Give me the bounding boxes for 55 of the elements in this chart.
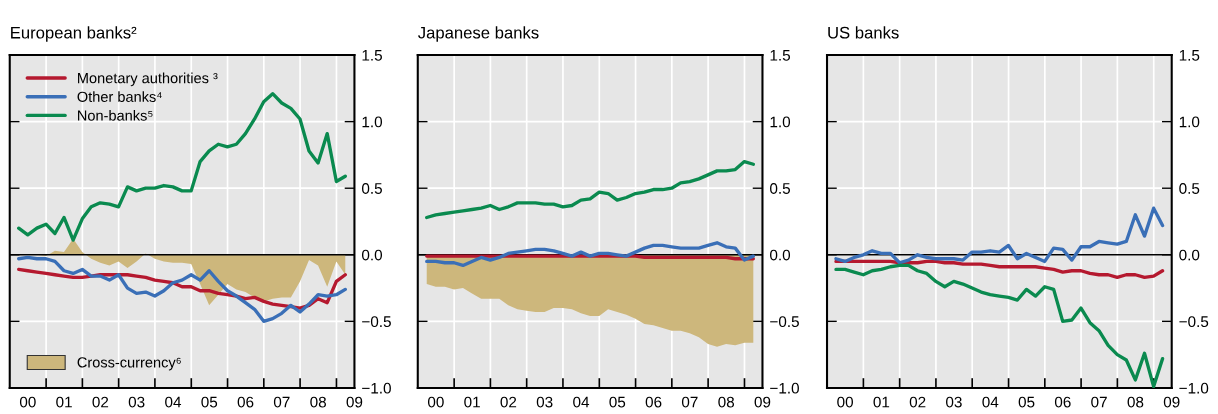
x-tick-label: 03 (946, 396, 962, 408)
x-tick-label: 04 (982, 396, 999, 408)
x-tick-label: 01 (464, 396, 480, 408)
chart-title: US banks (828, 26, 899, 39)
y-tick-label: −0.5 (770, 316, 799, 328)
y-tick-label: 0.0 (770, 249, 791, 261)
y-tick-label: −1.0 (770, 382, 799, 394)
x-tick-label: 02 (500, 396, 517, 408)
y-tick-label: 0.5 (1179, 183, 1200, 194)
x-tick-label: 07 (273, 396, 290, 408)
x-tick-label: 08 (310, 396, 326, 408)
x-tick-label: 09 (1163, 396, 1180, 408)
y-tick-label: −1.0 (362, 382, 391, 394)
x-tick-label: 03 (128, 396, 145, 408)
y-tick-label: 1.5 (362, 50, 382, 61)
x-tick-label: 01 (56, 396, 72, 408)
y-tick-label: −0.5 (1179, 316, 1209, 328)
x-tick-label: 06 (1054, 396, 1071, 408)
y-tick-label: 1.5 (1179, 50, 1200, 61)
legend-label: Monetary authorities ³ (78, 72, 218, 87)
x-tick-label: 04 (165, 396, 182, 408)
y-tick-label: 0.0 (361, 249, 383, 261)
x-tick-label: 01 (873, 396, 890, 408)
y-tick-label: 0.5 (361, 183, 382, 194)
y-tick-label: 1.0 (362, 116, 383, 128)
x-tick-label: 06 (645, 396, 662, 408)
x-tick-label: 03 (536, 396, 553, 408)
x-tick-label: 05 (1018, 396, 1035, 408)
x-tick-label: 00 (19, 396, 36, 408)
y-tick-label: −1.0 (1179, 382, 1209, 394)
y-tick-label: 1.0 (1179, 116, 1200, 128)
legend-label: Cross-currency⁶ (77, 357, 181, 371)
legend-label: Other banks⁴ (77, 91, 162, 102)
x-tick-label: 09 (754, 396, 771, 408)
x-tick-label: 08 (1127, 396, 1144, 408)
chart-title: European banks² (11, 26, 137, 42)
x-tick-label: 08 (718, 396, 735, 408)
x-tick-label: 02 (92, 396, 109, 408)
x-tick-label: 04 (573, 396, 590, 408)
x-tick-label: 02 (909, 396, 926, 408)
y-tick-label: 1.0 (770, 116, 791, 128)
y-tick-label: 0.5 (770, 183, 791, 194)
y-tick-label: −0.5 (362, 316, 391, 328)
x-tick-label: 06 (237, 396, 254, 408)
x-tick-label: 07 (681, 396, 698, 408)
x-tick-label: 00 (837, 396, 854, 408)
x-tick-label: 09 (346, 396, 363, 408)
x-tick-label: 05 (201, 396, 218, 408)
x-tick-label: 00 (427, 396, 444, 408)
chart-title: Japanese banks (418, 26, 539, 42)
x-tick-label: 05 (609, 396, 626, 408)
y-tick-label: 1.5 (770, 50, 791, 61)
x-tick-label: 07 (1091, 396, 1107, 408)
y-tick-label: 0.0 (1179, 249, 1200, 261)
legend-label: Non-banks⁵ (78, 109, 153, 121)
